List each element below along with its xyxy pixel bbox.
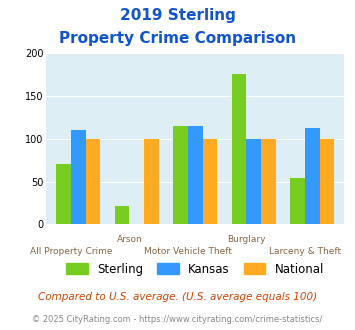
Bar <box>290 178 305 224</box>
Bar <box>261 139 275 224</box>
Bar <box>246 139 261 224</box>
Text: Arson: Arson <box>116 235 142 244</box>
Text: Burglary: Burglary <box>227 235 266 244</box>
Legend: Sterling, Kansas, National: Sterling, Kansas, National <box>62 258 329 280</box>
Text: © 2025 CityRating.com - https://www.cityrating.com/crime-statistics/: © 2025 CityRating.com - https://www.city… <box>32 315 323 324</box>
Bar <box>173 126 188 224</box>
Bar <box>203 139 217 224</box>
Bar <box>56 164 71 224</box>
Bar <box>188 126 203 224</box>
Text: All Property Crime: All Property Crime <box>30 247 112 256</box>
Text: Larceny & Theft: Larceny & Theft <box>269 247 341 256</box>
Bar <box>115 206 130 224</box>
Text: 2019 Sterling: 2019 Sterling <box>120 8 235 23</box>
Bar <box>86 139 100 224</box>
Bar <box>232 74 246 224</box>
Text: Property Crime Comparison: Property Crime Comparison <box>59 31 296 46</box>
Bar <box>305 128 320 224</box>
Bar <box>71 130 86 224</box>
Bar <box>320 139 334 224</box>
Text: Compared to U.S. average. (U.S. average equals 100): Compared to U.S. average. (U.S. average … <box>38 292 317 302</box>
Text: Motor Vehicle Theft: Motor Vehicle Theft <box>144 247 232 256</box>
Bar <box>144 139 159 224</box>
